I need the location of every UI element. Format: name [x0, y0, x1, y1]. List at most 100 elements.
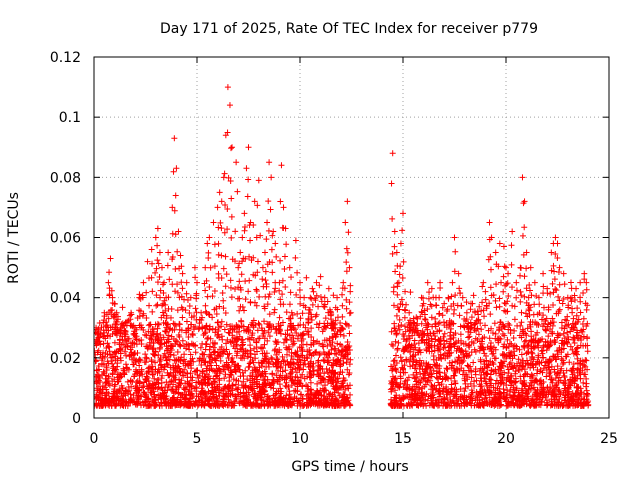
data-point [340, 279, 347, 286]
data-point [500, 288, 507, 295]
data-point [437, 354, 444, 361]
data-point [513, 287, 520, 294]
data-point [548, 249, 555, 256]
data-point [106, 382, 113, 389]
data-point [192, 305, 199, 312]
data-point [485, 256, 492, 263]
data-point [515, 367, 522, 374]
data-point [154, 320, 161, 327]
data-point [580, 315, 587, 322]
data-point [568, 298, 575, 305]
data-point [236, 278, 243, 285]
data-point [152, 348, 159, 355]
data-point [419, 336, 426, 343]
data-point [555, 293, 562, 300]
data-point [206, 283, 213, 290]
data-point [524, 349, 531, 356]
data-point [220, 297, 227, 304]
data-point [518, 334, 525, 341]
data-point [235, 328, 242, 335]
data-point [205, 254, 212, 261]
data-point [146, 302, 153, 309]
data-point [137, 402, 144, 409]
data-point [150, 345, 157, 352]
data-point [289, 332, 296, 339]
data-point [295, 377, 302, 384]
data-point [261, 249, 268, 256]
data-point [206, 234, 213, 241]
data-point [506, 340, 513, 347]
data-point [519, 232, 526, 239]
data-point [538, 348, 545, 355]
data-point [148, 356, 155, 363]
data-point [181, 351, 188, 358]
data-point [392, 352, 399, 359]
data-point [220, 305, 227, 312]
data-point [142, 331, 149, 338]
data-point [181, 386, 188, 393]
data-point [247, 342, 254, 349]
data-point [222, 283, 229, 290]
data-point [466, 333, 473, 340]
data-point [212, 379, 219, 386]
y-tick-label: 0.04 [50, 291, 81, 307]
data-point [339, 291, 346, 298]
data-point [158, 341, 165, 348]
data-point [213, 311, 220, 318]
data-point [342, 219, 349, 226]
data-point [308, 325, 315, 332]
data-point [265, 293, 272, 300]
data-point [157, 340, 164, 347]
data-point [211, 288, 218, 294]
data-point [428, 285, 435, 292]
data-point [143, 354, 150, 361]
data-point [523, 265, 530, 272]
data-point [496, 303, 503, 310]
data-point [177, 252, 184, 259]
data-point [484, 344, 491, 351]
data-point [331, 350, 338, 357]
data-point [401, 323, 408, 330]
data-point [154, 257, 161, 264]
data-point [345, 229, 352, 236]
data-point [282, 283, 289, 290]
data-point [283, 309, 290, 316]
data-point [183, 279, 190, 286]
data-point [277, 257, 284, 264]
data-point [505, 270, 512, 277]
data-point [219, 290, 226, 297]
data-point [297, 279, 303, 286]
data-point [521, 224, 528, 231]
data-point [228, 213, 235, 220]
data-point [544, 339, 551, 346]
data-point [521, 273, 528, 280]
data-point [274, 356, 281, 363]
data-point [543, 373, 550, 380]
data-point [418, 337, 425, 344]
data-point [526, 307, 533, 314]
data-point [155, 352, 162, 359]
data-point [316, 351, 323, 358]
data-point [561, 374, 568, 381]
data-point [227, 277, 234, 284]
data-point [581, 270, 588, 277]
data-point [430, 352, 437, 359]
data-point [255, 177, 262, 184]
data-point [268, 246, 275, 253]
data-point [544, 290, 551, 297]
data-point [567, 328, 574, 335]
data-point [317, 294, 324, 301]
data-point [189, 331, 196, 338]
data-point [152, 359, 159, 366]
data-point [514, 322, 521, 329]
data-point [403, 301, 410, 308]
data-point [470, 340, 477, 347]
data-point [303, 274, 310, 281]
data-point [106, 344, 113, 351]
data-point [172, 192, 179, 199]
data-point [493, 281, 500, 288]
data-point [325, 285, 332, 292]
data-point [217, 323, 224, 330]
data-point [395, 323, 402, 330]
data-point [417, 363, 424, 370]
